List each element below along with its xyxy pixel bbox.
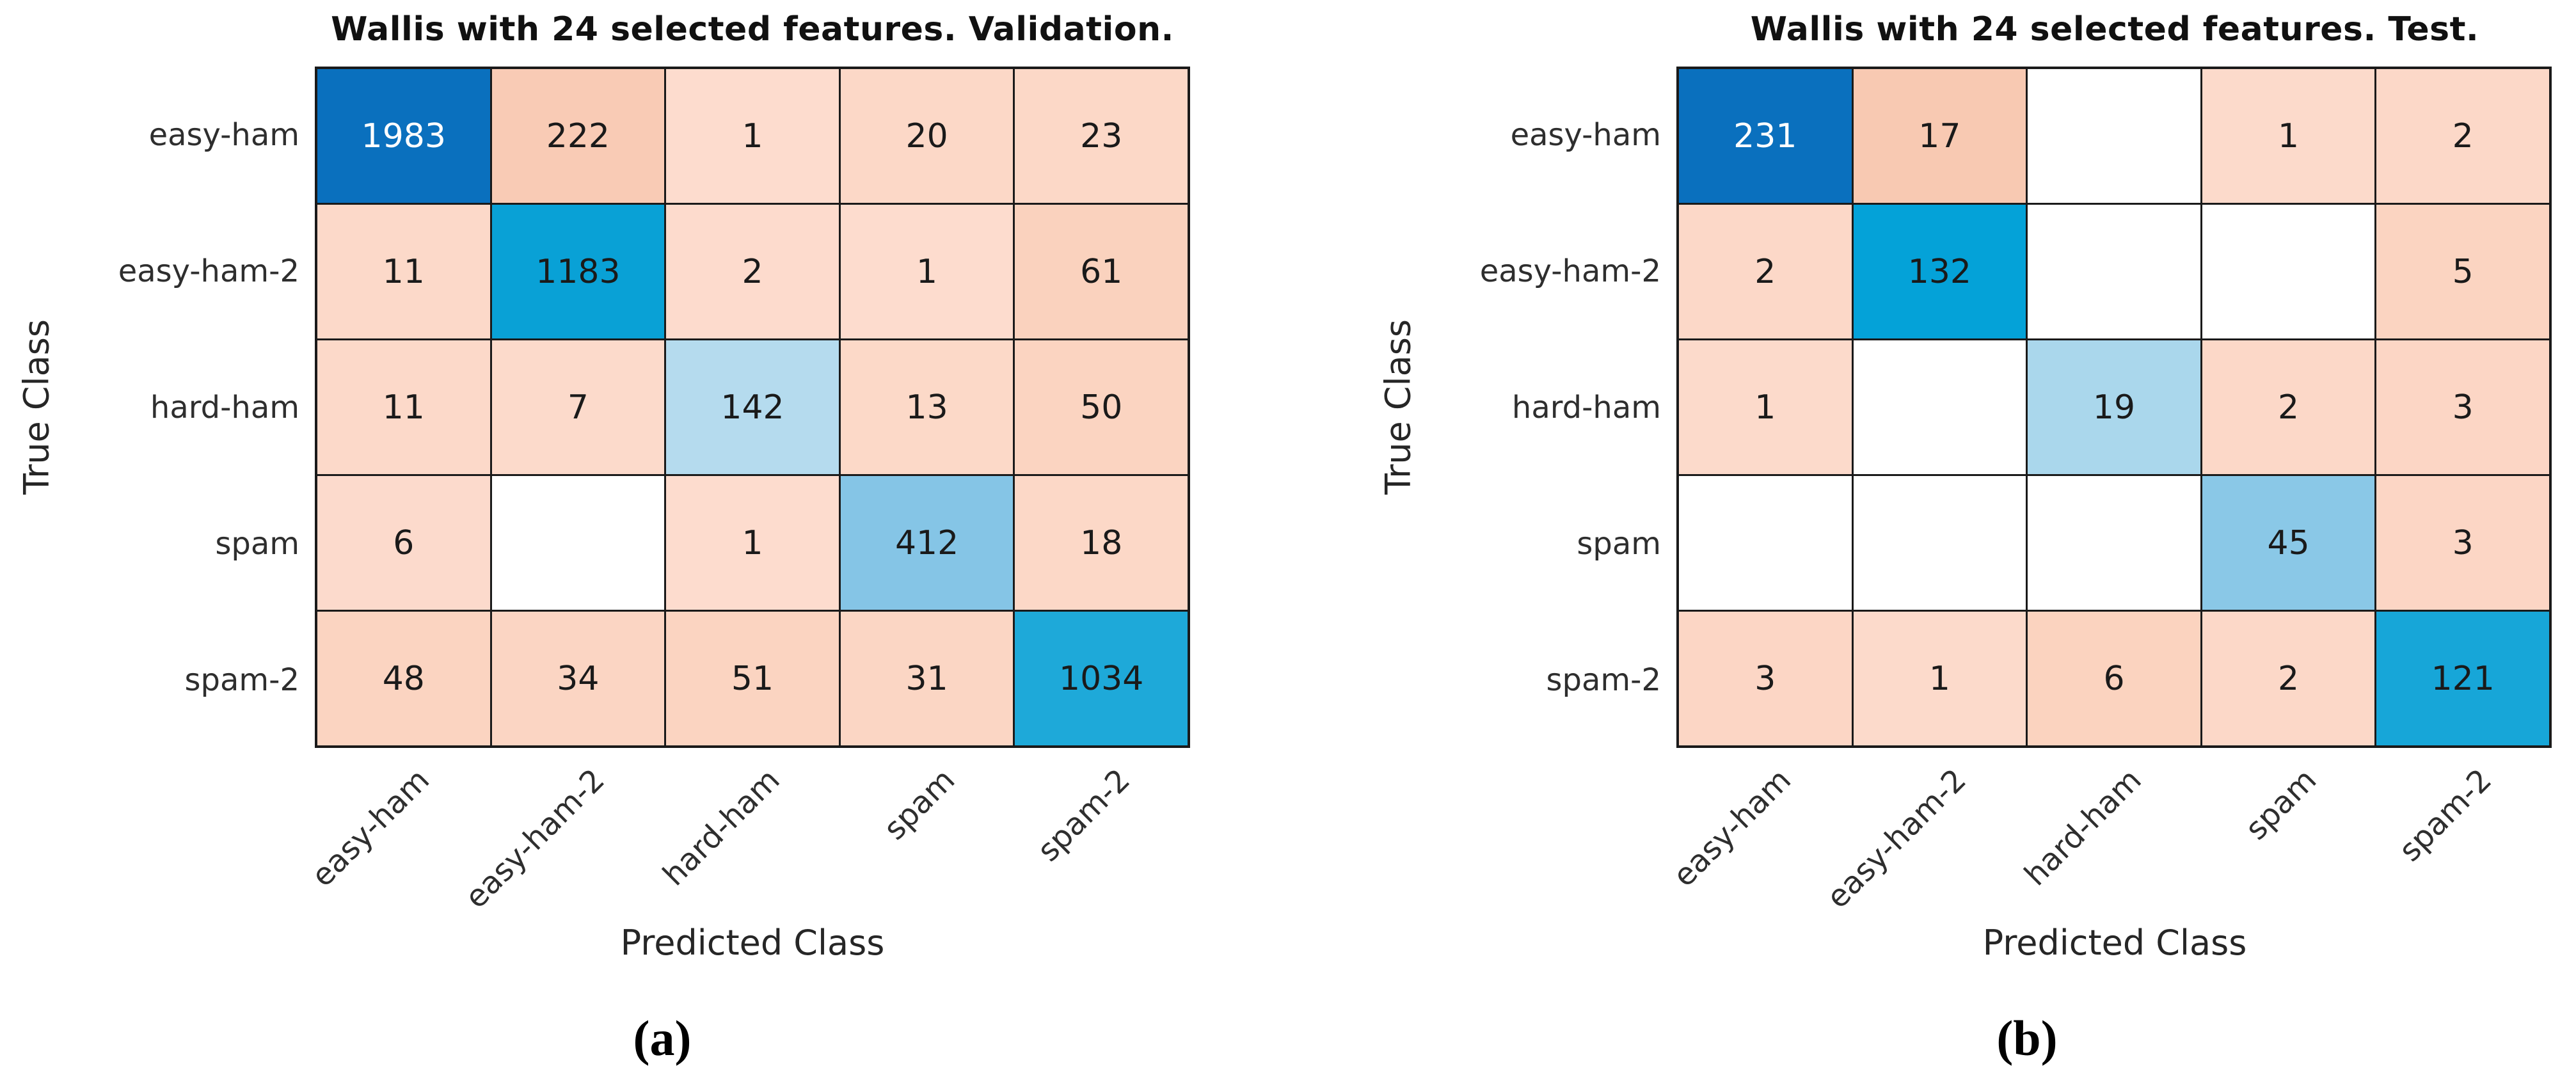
matrix-cell-b-r3c3: 45 [2202,476,2375,610]
panel-a-title: Wallis with 24 selected features. Valida… [331,10,1174,49]
x-tick-label-b-easy-ham: easy-ham [1666,762,1799,894]
matrix-cell-a-r3c3: 412 [840,476,1014,610]
panel-a-y-axis-label: True Class [16,319,57,495]
x-tick-label-a-easy-ham: easy-ham [305,762,437,894]
matrix-cell-a-r1c2: 2 [666,205,839,338]
matrix-cell-b-r4c3: 2 [2202,612,2375,745]
panel-b-y-axis-label: True Class [1378,319,1419,495]
matrix-cell-b-r4c4: 121 [2376,612,2549,745]
matrix-cell-b-r0c3: 1 [2202,69,2375,203]
matrix-cell-b-r3c0 [1679,476,1852,610]
matrix-cell-a-r2c4: 50 [1015,340,1188,474]
y-tick-label-b-easy-ham-2: easy-ham-2 [1479,253,1661,289]
matrix-cell-a-r2c1: 7 [491,340,665,474]
x-tick-label-b-easy-ham-2: easy-ham-2 [1820,762,1974,916]
x-tick-label-a-easy-ham-2: easy-ham-2 [458,762,612,916]
x-tick-label-a-spam: spam [877,762,962,847]
y-tick-label-a-easy-ham: easy-ham [148,116,299,153]
matrix-cell-b-r3c2 [2028,476,2200,610]
matrix-cell-a-r1c0: 11 [317,205,490,338]
x-tick-label-b-hard-ham: hard-ham [2017,762,2149,893]
x-tick-label-a-spam-2: spam-2 [1030,762,1137,869]
matrix-cell-a-r3c4: 18 [1015,476,1188,610]
matrix-cell-a-r0c3: 20 [840,69,1014,203]
y-tick-label-b-hard-ham: hard-ham [1511,389,1661,425]
y-tick-label-a-easy-ham-2: easy-ham-2 [118,253,299,289]
matrix-cell-b-r4c1: 1 [1853,612,2026,745]
matrix-cell-a-r1c4: 61 [1015,205,1188,338]
matrix-cell-b-r0c0: 231 [1679,69,1852,203]
matrix-cell-a-r1c1: 1183 [491,205,665,338]
matrix-cell-a-r2c3: 13 [840,340,1014,474]
matrix-cell-b-r4c2: 6 [2028,612,2200,745]
matrix-cell-b-r1c1: 132 [1853,205,2026,338]
x-tick-label-b-spam-2: spam-2 [2392,762,2499,869]
matrix-cell-a-r4c1: 34 [491,612,665,745]
y-tick-label-a-spam: spam [215,525,299,562]
panel-a-confusion-matrix: 1983 222 1 20 23 11 1183 2 1 61 11 7 142 13 50 6 1 412 18 4… [315,67,1190,748]
matrix-cell-b-r2c2: 19 [2028,340,2200,474]
matrix-cell-b-r0c1: 17 [1853,69,2026,203]
x-tick-label-b-spam: spam [2238,762,2324,847]
matrix-cell-b-r2c1 [1853,340,2026,474]
matrix-cell-a-r4c2: 51 [666,612,839,745]
matrix-cell-b-r1c3 [2202,205,2375,338]
x-tick-label-a-hard-ham: hard-ham [656,762,787,893]
matrix-cell-b-r2c3: 2 [2202,340,2375,474]
matrix-cell-b-r0c2 [2028,69,2200,203]
matrix-cell-b-r1c2 [2028,205,2200,338]
matrix-cell-b-r1c4: 5 [2376,205,2549,338]
matrix-cell-a-r3c0: 6 [317,476,490,610]
matrix-cell-a-r4c4: 1034 [1015,612,1188,745]
matrix-cell-a-r4c0: 48 [317,612,490,745]
y-tick-label-b-spam-2: spam-2 [1546,662,1661,698]
y-tick-label-a-spam-2: spam-2 [184,662,299,698]
matrix-cell-b-r0c4: 2 [2376,69,2549,203]
y-tick-label-b-easy-ham: easy-ham [1510,116,1661,153]
matrix-cell-b-r2c0: 1 [1679,340,1852,474]
panel-b-caption: (b) [1996,1010,2058,1066]
matrix-cell-a-r0c1: 222 [491,69,665,203]
matrix-cell-a-r2c0: 11 [317,340,490,474]
matrix-cell-b-r2c4: 3 [2376,340,2549,474]
panel-b-x-axis-label: Predicted Class [1982,923,2247,963]
matrix-cell-a-r4c3: 31 [840,612,1014,745]
matrix-cell-b-r4c0: 3 [1679,612,1852,745]
matrix-cell-a-r0c0: 1983 [317,69,490,203]
panel-a-x-axis-label: Predicted Class [620,923,885,963]
matrix-cell-a-r0c4: 23 [1015,69,1188,203]
matrix-cell-b-r1c0: 2 [1679,205,1852,338]
matrix-cell-a-r2c2: 142 [666,340,839,474]
y-tick-label-a-hard-ham: hard-ham [150,389,299,425]
matrix-cell-a-r3c1 [491,476,665,610]
matrix-cell-b-r3c1 [1853,476,2026,610]
panel-b-title: Wallis with 24 selected features. Test. [1750,10,2479,49]
panel-a-caption: (a) [633,1010,692,1066]
y-tick-label-b-spam: spam [1577,525,1661,562]
panel-b-confusion-matrix: 231 17 1 2 2 132 5 1 19 2 3 45 3 3 1 6 2 121 [1676,67,2552,748]
matrix-cell-a-r0c2: 1 [666,69,839,203]
matrix-cell-a-r3c2: 1 [666,476,839,610]
matrix-cell-b-r3c4: 3 [2376,476,2549,610]
matrix-cell-a-r1c3: 1 [840,205,1014,338]
